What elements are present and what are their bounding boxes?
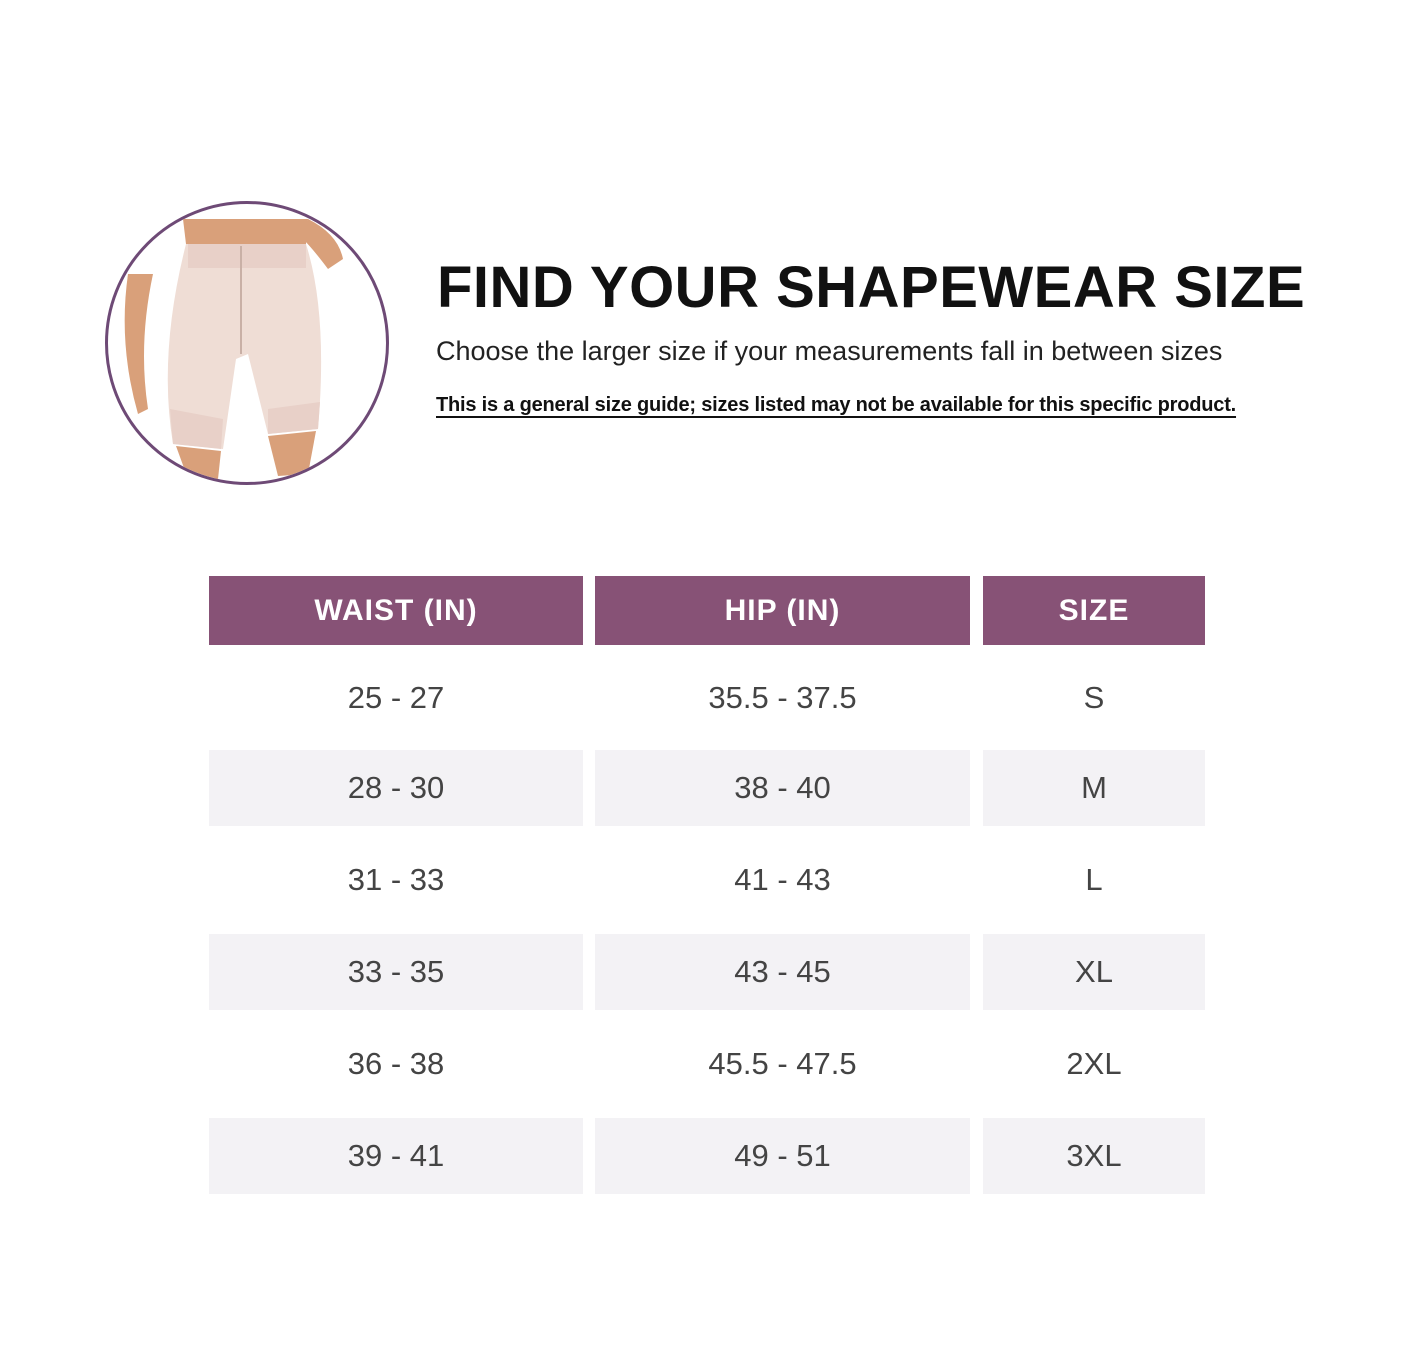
waist-cell: 33 - 35 xyxy=(209,934,583,1010)
size-cell: 3XL xyxy=(983,1118,1205,1194)
waist-cell: 39 - 41 xyxy=(209,1118,583,1194)
size-cell: 2XL xyxy=(1066,1046,1122,1081)
column-header-waist: WAIST (IN) xyxy=(209,576,583,645)
size-cell: XL xyxy=(983,934,1205,1010)
size-guide-note: This is a general size guide; sizes list… xyxy=(436,394,1237,416)
hip-cell: 35.5 - 37.5 xyxy=(708,680,857,715)
hip-cell: 49 - 51 xyxy=(595,1118,970,1194)
column-header-size: SIZE xyxy=(983,576,1205,645)
hip-cell: 41 - 43 xyxy=(734,862,831,897)
hip-cell: 43 - 45 xyxy=(595,934,970,1010)
size-cell: S xyxy=(1083,680,1105,715)
product-image xyxy=(105,201,389,485)
shapewear-illustration xyxy=(124,219,343,479)
hip-cell: 38 - 40 xyxy=(595,750,970,826)
waist-cell: 25 - 27 xyxy=(347,680,445,715)
subtitle: Choose the larger size if your measureme… xyxy=(436,336,1223,366)
size-cell: M xyxy=(983,750,1205,826)
size-cell: L xyxy=(1085,862,1103,897)
hip-cell: 45.5 - 47.5 xyxy=(708,1046,857,1081)
waist-cell: 36 - 38 xyxy=(347,1046,445,1081)
page-title: FIND YOUR SHAPEWEAR SIZE xyxy=(437,255,1306,320)
column-header-hip: HIP (IN) xyxy=(595,576,970,645)
waist-cell: 31 - 33 xyxy=(347,862,445,897)
waist-cell: 28 - 30 xyxy=(209,750,583,826)
